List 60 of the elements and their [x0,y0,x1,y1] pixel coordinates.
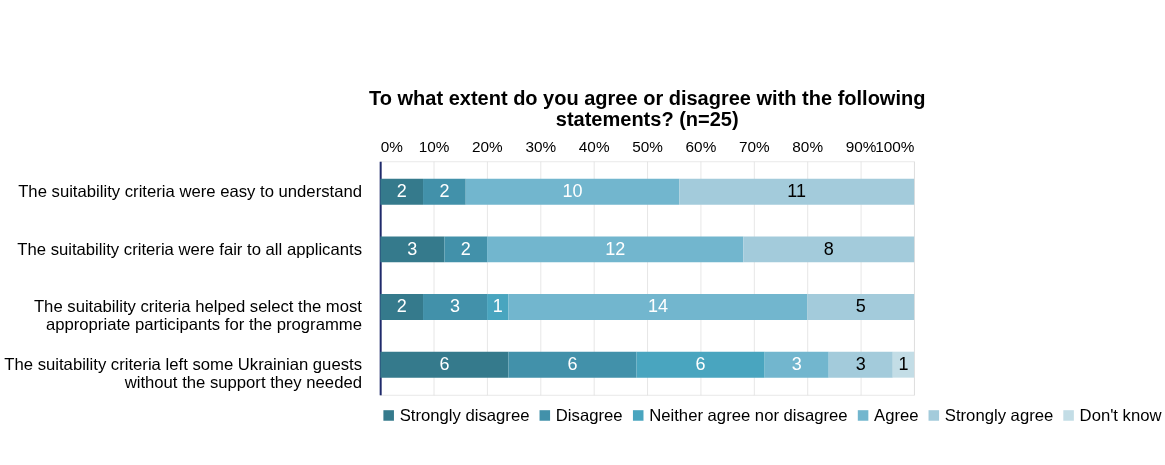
legend-label: Don't know [1079,405,1163,425]
bar [487,294,509,320]
bar [828,351,893,378]
bar [423,178,466,205]
bar [743,236,915,263]
data-label: 3 [855,354,866,375]
legend-label: Strongly disagree [399,405,530,425]
y-tick-label: The suitability criteria were fair to all applicants [17,239,362,259]
legend-label: Agree [874,405,919,425]
legend-label: Strongly agree [944,405,1054,425]
bar [679,178,915,205]
x2-tick-label: 80% [792,137,824,155]
x2-tick-label: 40% [578,137,610,155]
data-label: 12 [605,238,626,259]
x2-tick-label: 10% [418,137,450,155]
x2-tick-label: 70% [738,137,771,155]
y-tick-label: The suitability criteria helped select the most appropriate participants for the programme [33,297,363,335]
bar [380,294,424,320]
bar [508,351,637,378]
bar [465,178,680,205]
data-label: 2 [396,181,407,202]
bar [764,351,829,378]
data-label: 3 [407,238,418,259]
data-label: 6 [695,354,706,375]
legend-label: Neither agree nor disagree [649,405,848,425]
data-label: 3 [450,296,461,317]
bar [487,236,744,263]
data-label: 6 [439,354,450,375]
x2-tick-label: 0% [380,137,404,155]
data-label: 6 [567,354,578,375]
data-label: 1 [898,354,909,375]
bar [423,294,488,320]
bar [380,178,424,205]
x2-tick-label: 30% [525,137,557,155]
data-label: 3 [791,354,802,375]
x2-tick-label: 20% [472,137,504,155]
data-label: 2 [439,181,450,202]
x2-tick-label: 90% [845,137,877,155]
y-tick-label: The suitability criteria left some Ukrainian guests without the support they needed [4,355,362,393]
bar [380,351,509,378]
y-tick-label: The suitability criteria were easy to understand [18,182,362,202]
x2-tick-label: 100% [875,137,915,155]
data-label: 2 [460,238,471,259]
data-label: 10 [562,181,583,202]
data-label: 8 [823,238,834,259]
data-label: 14 [647,296,668,317]
bar [380,236,445,263]
bar [892,351,915,378]
bar [636,351,765,378]
bar [444,236,488,263]
data-label: 2 [396,296,407,317]
bar [807,294,915,320]
data-label: 5 [855,296,866,317]
data-label: 1 [492,296,503,317]
legend-label: Disagree [555,405,623,425]
data-label: 11 [787,181,807,202]
x2-tick-label: 60% [685,137,717,155]
bar [508,294,808,320]
chart-title: To what extent do you agree or disagree with the following statements? (n=25) [369,86,926,131]
x2-tick-label: 50% [632,137,664,155]
